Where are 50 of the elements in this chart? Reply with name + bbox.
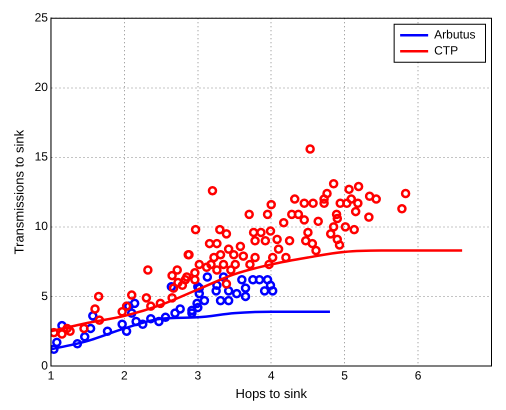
point: [240, 292, 250, 302]
point: [50, 344, 59, 354]
x-tick-label: 4: [268, 368, 275, 383]
point: [187, 308, 197, 318]
point: [260, 286, 270, 296]
point: [266, 280, 276, 290]
y-axis-title: Transmissions to sink: [11, 129, 26, 254]
x-axis-title: Hops to sink: [235, 386, 308, 401]
point: [72, 338, 82, 348]
point: [138, 320, 148, 330]
point: [224, 296, 234, 306]
point: [102, 326, 112, 336]
point: [240, 283, 250, 293]
y-tick-label: 25: [34, 10, 48, 25]
y-tick-label: 15: [34, 150, 48, 164]
point: [117, 320, 127, 330]
point: [202, 272, 212, 282]
x-tick-label: 5: [341, 368, 348, 383]
point: [80, 332, 90, 342]
y-tick-label: 5: [41, 288, 48, 303]
point: [200, 296, 210, 306]
legend-label: Arbutus: [434, 28, 476, 42]
point: [154, 316, 164, 326]
point: [187, 306, 197, 316]
point: [237, 274, 247, 284]
point: [248, 274, 258, 284]
point: [193, 302, 203, 312]
point: [262, 274, 272, 284]
point: [170, 308, 180, 318]
x-tick-label: 3: [194, 368, 202, 383]
point: [192, 298, 202, 308]
point: [211, 286, 221, 296]
x-tick-label: 1: [48, 368, 55, 383]
point: [254, 274, 264, 284]
legend-label: CTP: [434, 44, 458, 58]
point: [52, 338, 62, 348]
point: [122, 326, 132, 336]
point: [175, 304, 185, 314]
point: [131, 316, 141, 326]
x-tick-label: 2: [121, 368, 128, 383]
y-tick-label: 0: [41, 358, 48, 372]
y-tick-label: 20: [34, 80, 48, 94]
point: [232, 288, 242, 298]
point: [130, 298, 140, 308]
x-tick-label: 6: [414, 368, 422, 383]
point: [160, 312, 170, 322]
point: [146, 314, 156, 324]
point: [216, 296, 226, 306]
y-tick-label: 10: [34, 219, 48, 234]
point: [268, 286, 278, 296]
